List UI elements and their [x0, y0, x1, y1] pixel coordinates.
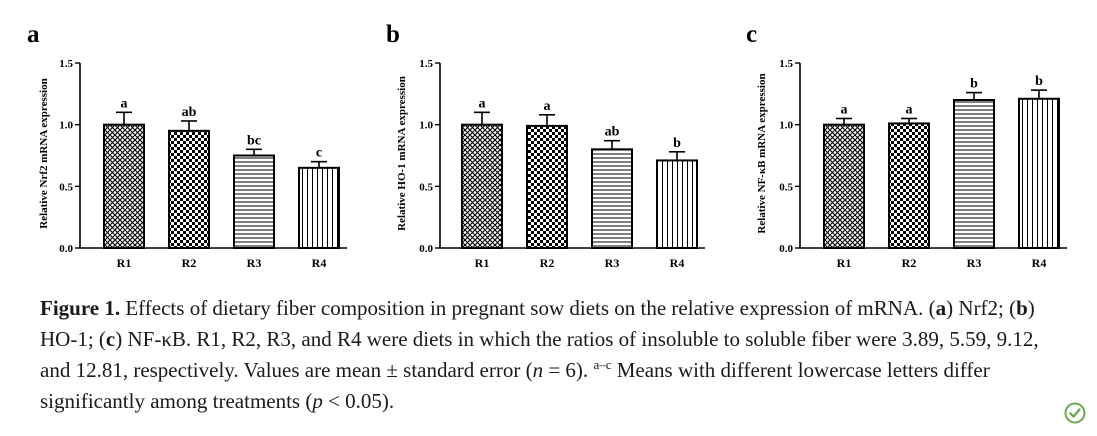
caption-text: Means with different lowercase letters d…	[40, 358, 990, 413]
significance-letter: ab	[182, 105, 197, 120]
x-tick-label: R3	[967, 256, 982, 270]
x-tick-label: R4	[670, 256, 685, 270]
caption-text: ) Nrf2; (	[946, 296, 1017, 320]
caption-n: n	[532, 358, 544, 382]
significance-letter: a	[841, 103, 848, 118]
figure-caption: Figure 1. Effects of dietary fiber compo…	[40, 293, 1070, 417]
y-tick-label: 0.5	[59, 181, 73, 193]
panel-letter: a	[27, 21, 40, 48]
panel-letter: c	[746, 21, 757, 48]
y-axis-label: Relative Nrf2 mRNA expression	[38, 78, 50, 228]
x-tick-label: R4	[312, 256, 327, 270]
caption-text: < 0.05).	[322, 389, 395, 413]
significance-letter: a	[479, 96, 486, 111]
bar	[298, 166, 340, 249]
caption-panel-c: c	[105, 327, 116, 351]
figure-charts: a Relative Nrf2 mRNA expression 0.0 0.5 1.0 1…	[27, 21, 1067, 270]
caption-p: p	[312, 389, 323, 413]
significance-letter: b	[970, 77, 978, 92]
y-tick-label: 1.0	[59, 120, 73, 132]
y-tick-label: 1.0	[419, 120, 433, 132]
caption-text: Effects of dietary fiber composition in …	[120, 296, 936, 320]
x-tick-label: R1	[837, 256, 852, 270]
bar	[103, 123, 145, 249]
bar	[823, 123, 865, 249]
significance-letter: ab	[605, 125, 620, 140]
y-tick-label: 0.5	[419, 181, 433, 193]
y-tick-label: 0.0	[419, 243, 433, 255]
y-tick-label: 0.5	[779, 181, 793, 193]
bar	[1018, 97, 1060, 250]
caption-panel-a: a	[935, 296, 947, 320]
caption-panel-b: b	[1016, 296, 1028, 320]
significance-letter: a	[121, 96, 128, 111]
caption-text: ) NF-κB. R1, R2, R3, and R4 were diets i…	[40, 327, 1039, 382]
y-tick-label: 1.0	[779, 120, 793, 132]
x-tick-label: R2	[540, 256, 555, 270]
caption-superscript: a–c	[593, 357, 612, 372]
bar	[888, 122, 930, 249]
x-tick-label: R2	[182, 256, 197, 270]
significance-letter: a	[906, 103, 913, 118]
bar	[233, 154, 275, 249]
y-tick-label: 1.5	[779, 58, 793, 70]
significance-letter: c	[316, 146, 322, 161]
significance-letter: b	[1035, 74, 1043, 89]
bar	[461, 123, 503, 249]
x-tick-label: R2	[902, 256, 917, 270]
significance-letter: b	[673, 136, 681, 151]
x-tick-label: R3	[605, 256, 620, 270]
bar	[168, 129, 210, 249]
y-tick-label: 1.5	[59, 58, 73, 70]
y-axis-label: Relative HO-1 mRNA expression	[396, 76, 408, 231]
y-tick-label: 0.0	[59, 243, 73, 255]
bar	[591, 148, 633, 249]
x-tick-label: R4	[1032, 256, 1047, 270]
bar	[526, 124, 568, 249]
y-tick-label: 0.0	[779, 243, 793, 255]
panel-letter: b	[386, 21, 400, 48]
x-tick-label: R1	[117, 256, 132, 270]
x-tick-label: R1	[475, 256, 490, 270]
x-tick-label: R3	[247, 256, 262, 270]
bar	[656, 159, 698, 249]
caption-label: Figure 1.	[40, 296, 121, 320]
y-axis-label: Relative NF-κB mRNA expression	[756, 73, 768, 233]
significance-letter: bc	[247, 133, 261, 148]
y-tick-label: 1.5	[419, 58, 433, 70]
bar	[953, 99, 995, 249]
caption-text: = 6).	[543, 358, 594, 382]
significance-letter: a	[544, 99, 551, 114]
journal-badge-icon	[1064, 402, 1086, 424]
caption-text: ) HO-1; (	[40, 296, 1035, 351]
